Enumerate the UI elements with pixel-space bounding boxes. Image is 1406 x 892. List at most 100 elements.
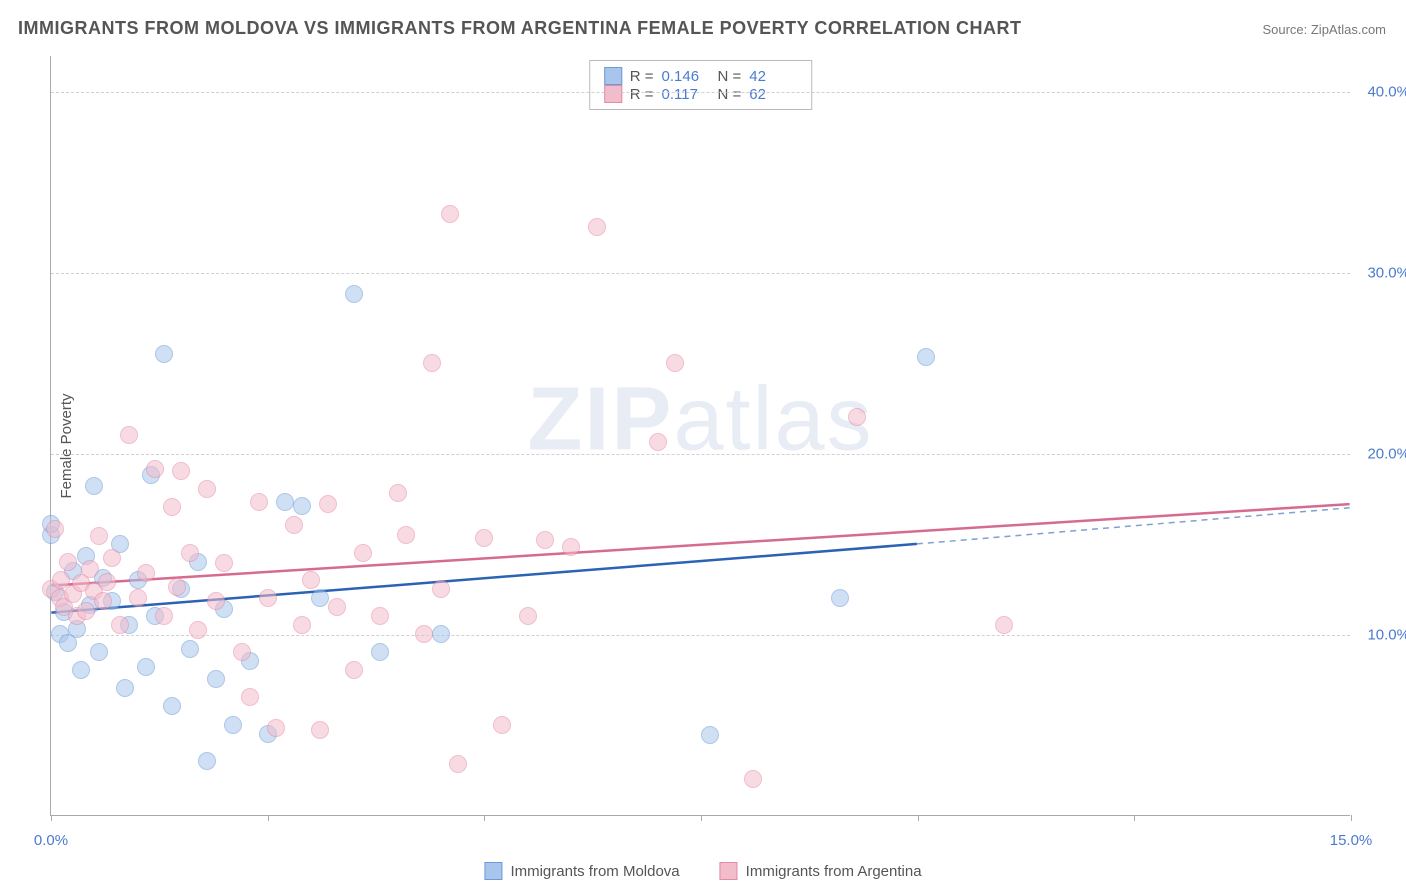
- scatter-point-argentina: [415, 625, 433, 643]
- scatter-point-moldova: [163, 697, 181, 715]
- n-label: N =: [718, 86, 742, 103]
- plot-area: ZIPatlas R = 0.146N = 42R = 0.117N = 62 …: [50, 56, 1350, 816]
- grid-line: [51, 454, 1350, 455]
- scatter-point-argentina: [215, 554, 233, 572]
- scatter-point-argentina: [493, 716, 511, 734]
- scatter-point-moldova: [85, 477, 103, 495]
- scatter-point-moldova: [155, 345, 173, 363]
- scatter-point-argentina: [371, 607, 389, 625]
- scatter-point-moldova: [137, 658, 155, 676]
- scatter-point-argentina: [163, 498, 181, 516]
- r-value-argentina: 0.117: [662, 86, 710, 103]
- scatter-point-argentina: [848, 408, 866, 426]
- scatter-point-argentina: [181, 544, 199, 562]
- r-label: R =: [630, 86, 654, 103]
- scatter-point-argentina: [389, 484, 407, 502]
- scatter-point-moldova: [276, 493, 294, 511]
- scatter-point-argentina: [233, 643, 251, 661]
- scatter-point-argentina: [46, 520, 64, 538]
- scatter-point-argentina: [98, 573, 116, 591]
- scatter-point-argentina: [519, 607, 537, 625]
- y-tick-label: 30.0%: [1367, 265, 1406, 282]
- scatter-point-argentina: [267, 719, 285, 737]
- x-tick: [1134, 815, 1135, 821]
- source-label: Source: ZipAtlas.com: [1262, 22, 1386, 37]
- scatter-point-argentina: [328, 598, 346, 616]
- scatter-point-argentina: [311, 721, 329, 739]
- x-tick: [701, 815, 702, 821]
- watermark: ZIPatlas: [527, 369, 873, 472]
- n-value-argentina: 62: [749, 86, 797, 103]
- scatter-point-moldova: [207, 670, 225, 688]
- scatter-point-argentina: [302, 571, 320, 589]
- scatter-point-argentina: [536, 531, 554, 549]
- scatter-point-argentina: [649, 433, 667, 451]
- x-tick-label: 0.0%: [34, 832, 68, 849]
- scatter-point-moldova: [311, 589, 329, 607]
- scatter-point-argentina: [475, 529, 493, 547]
- y-tick-label: 40.0%: [1367, 84, 1406, 101]
- scatter-point-moldova: [345, 285, 363, 303]
- swatch-moldova: [604, 67, 622, 85]
- scatter-point-argentina: [432, 580, 450, 598]
- scatter-point-argentina: [120, 426, 138, 444]
- x-tick: [51, 815, 52, 821]
- scatter-point-argentina: [588, 218, 606, 236]
- grid-line: [51, 92, 1350, 93]
- scatter-point-argentina: [94, 592, 112, 610]
- legend-item-moldova: Immigrants from Moldova: [484, 862, 679, 880]
- n-label: N =: [718, 68, 742, 85]
- scatter-point-argentina: [146, 460, 164, 478]
- scatter-point-argentina: [259, 589, 277, 607]
- scatter-point-moldova: [831, 589, 849, 607]
- scatter-point-argentina: [441, 205, 459, 223]
- scatter-point-argentina: [207, 592, 225, 610]
- n-value-moldova: 42: [749, 68, 797, 85]
- scatter-point-moldova: [116, 679, 134, 697]
- series-legend: Immigrants from Moldova Immigrants from A…: [484, 862, 921, 880]
- corr-legend-row-moldova: R = 0.146N = 42: [604, 67, 798, 85]
- scatter-point-moldova: [701, 726, 719, 744]
- scatter-point-moldova: [432, 625, 450, 643]
- scatter-point-argentina: [250, 493, 268, 511]
- legend-item-argentina: Immigrants from Argentina: [720, 862, 922, 880]
- scatter-point-moldova: [90, 643, 108, 661]
- trend-line-dash-moldova: [917, 508, 1350, 544]
- scatter-point-argentina: [111, 616, 129, 634]
- scatter-point-argentina: [81, 560, 99, 578]
- y-tick-label: 20.0%: [1367, 446, 1406, 463]
- scatter-point-argentina: [241, 688, 259, 706]
- swatch-argentina: [604, 85, 622, 103]
- x-tick: [268, 815, 269, 821]
- scatter-point-argentina: [285, 516, 303, 534]
- scatter-point-argentina: [449, 755, 467, 773]
- x-tick: [918, 815, 919, 821]
- legend-label-moldova: Immigrants from Moldova: [510, 863, 679, 880]
- scatter-point-moldova: [72, 661, 90, 679]
- chart-title: IMMIGRANTS FROM MOLDOVA VS IMMIGRANTS FR…: [18, 18, 1021, 39]
- scatter-point-argentina: [293, 616, 311, 634]
- scatter-point-argentina: [77, 602, 95, 620]
- scatter-point-argentina: [155, 607, 173, 625]
- scatter-point-argentina: [345, 661, 363, 679]
- scatter-point-argentina: [354, 544, 372, 562]
- scatter-point-argentina: [995, 616, 1013, 634]
- scatter-point-argentina: [168, 578, 186, 596]
- legend-label-argentina: Immigrants from Argentina: [746, 863, 922, 880]
- correlation-legend: R = 0.146N = 42R = 0.117 N = 62: [589, 60, 813, 110]
- x-tick-label: 15.0%: [1330, 832, 1373, 849]
- y-tick-label: 10.0%: [1367, 627, 1406, 644]
- scatter-point-argentina: [129, 589, 147, 607]
- scatter-point-moldova: [181, 640, 199, 658]
- scatter-point-argentina: [198, 480, 216, 498]
- corr-legend-row-argentina: R = 0.117 N = 62: [604, 85, 798, 103]
- x-tick: [484, 815, 485, 821]
- trend-line-argentina: [51, 504, 1349, 585]
- scatter-point-argentina: [319, 495, 337, 513]
- scatter-point-argentina: [103, 549, 121, 567]
- grid-line: [51, 273, 1350, 274]
- swatch-moldova: [484, 862, 502, 880]
- scatter-point-moldova: [917, 348, 935, 366]
- scatter-point-moldova: [198, 752, 216, 770]
- scatter-point-argentina: [189, 621, 207, 639]
